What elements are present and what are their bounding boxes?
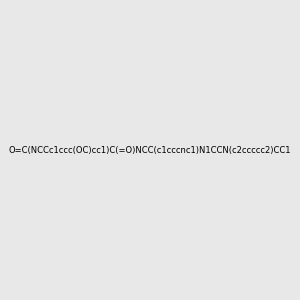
Text: O=C(NCCc1ccc(OC)cc1)C(=O)NCC(c1cccnc1)N1CCN(c2ccccc2)CC1: O=C(NCCc1ccc(OC)cc1)C(=O)NCC(c1cccnc1)N1… xyxy=(9,146,291,154)
